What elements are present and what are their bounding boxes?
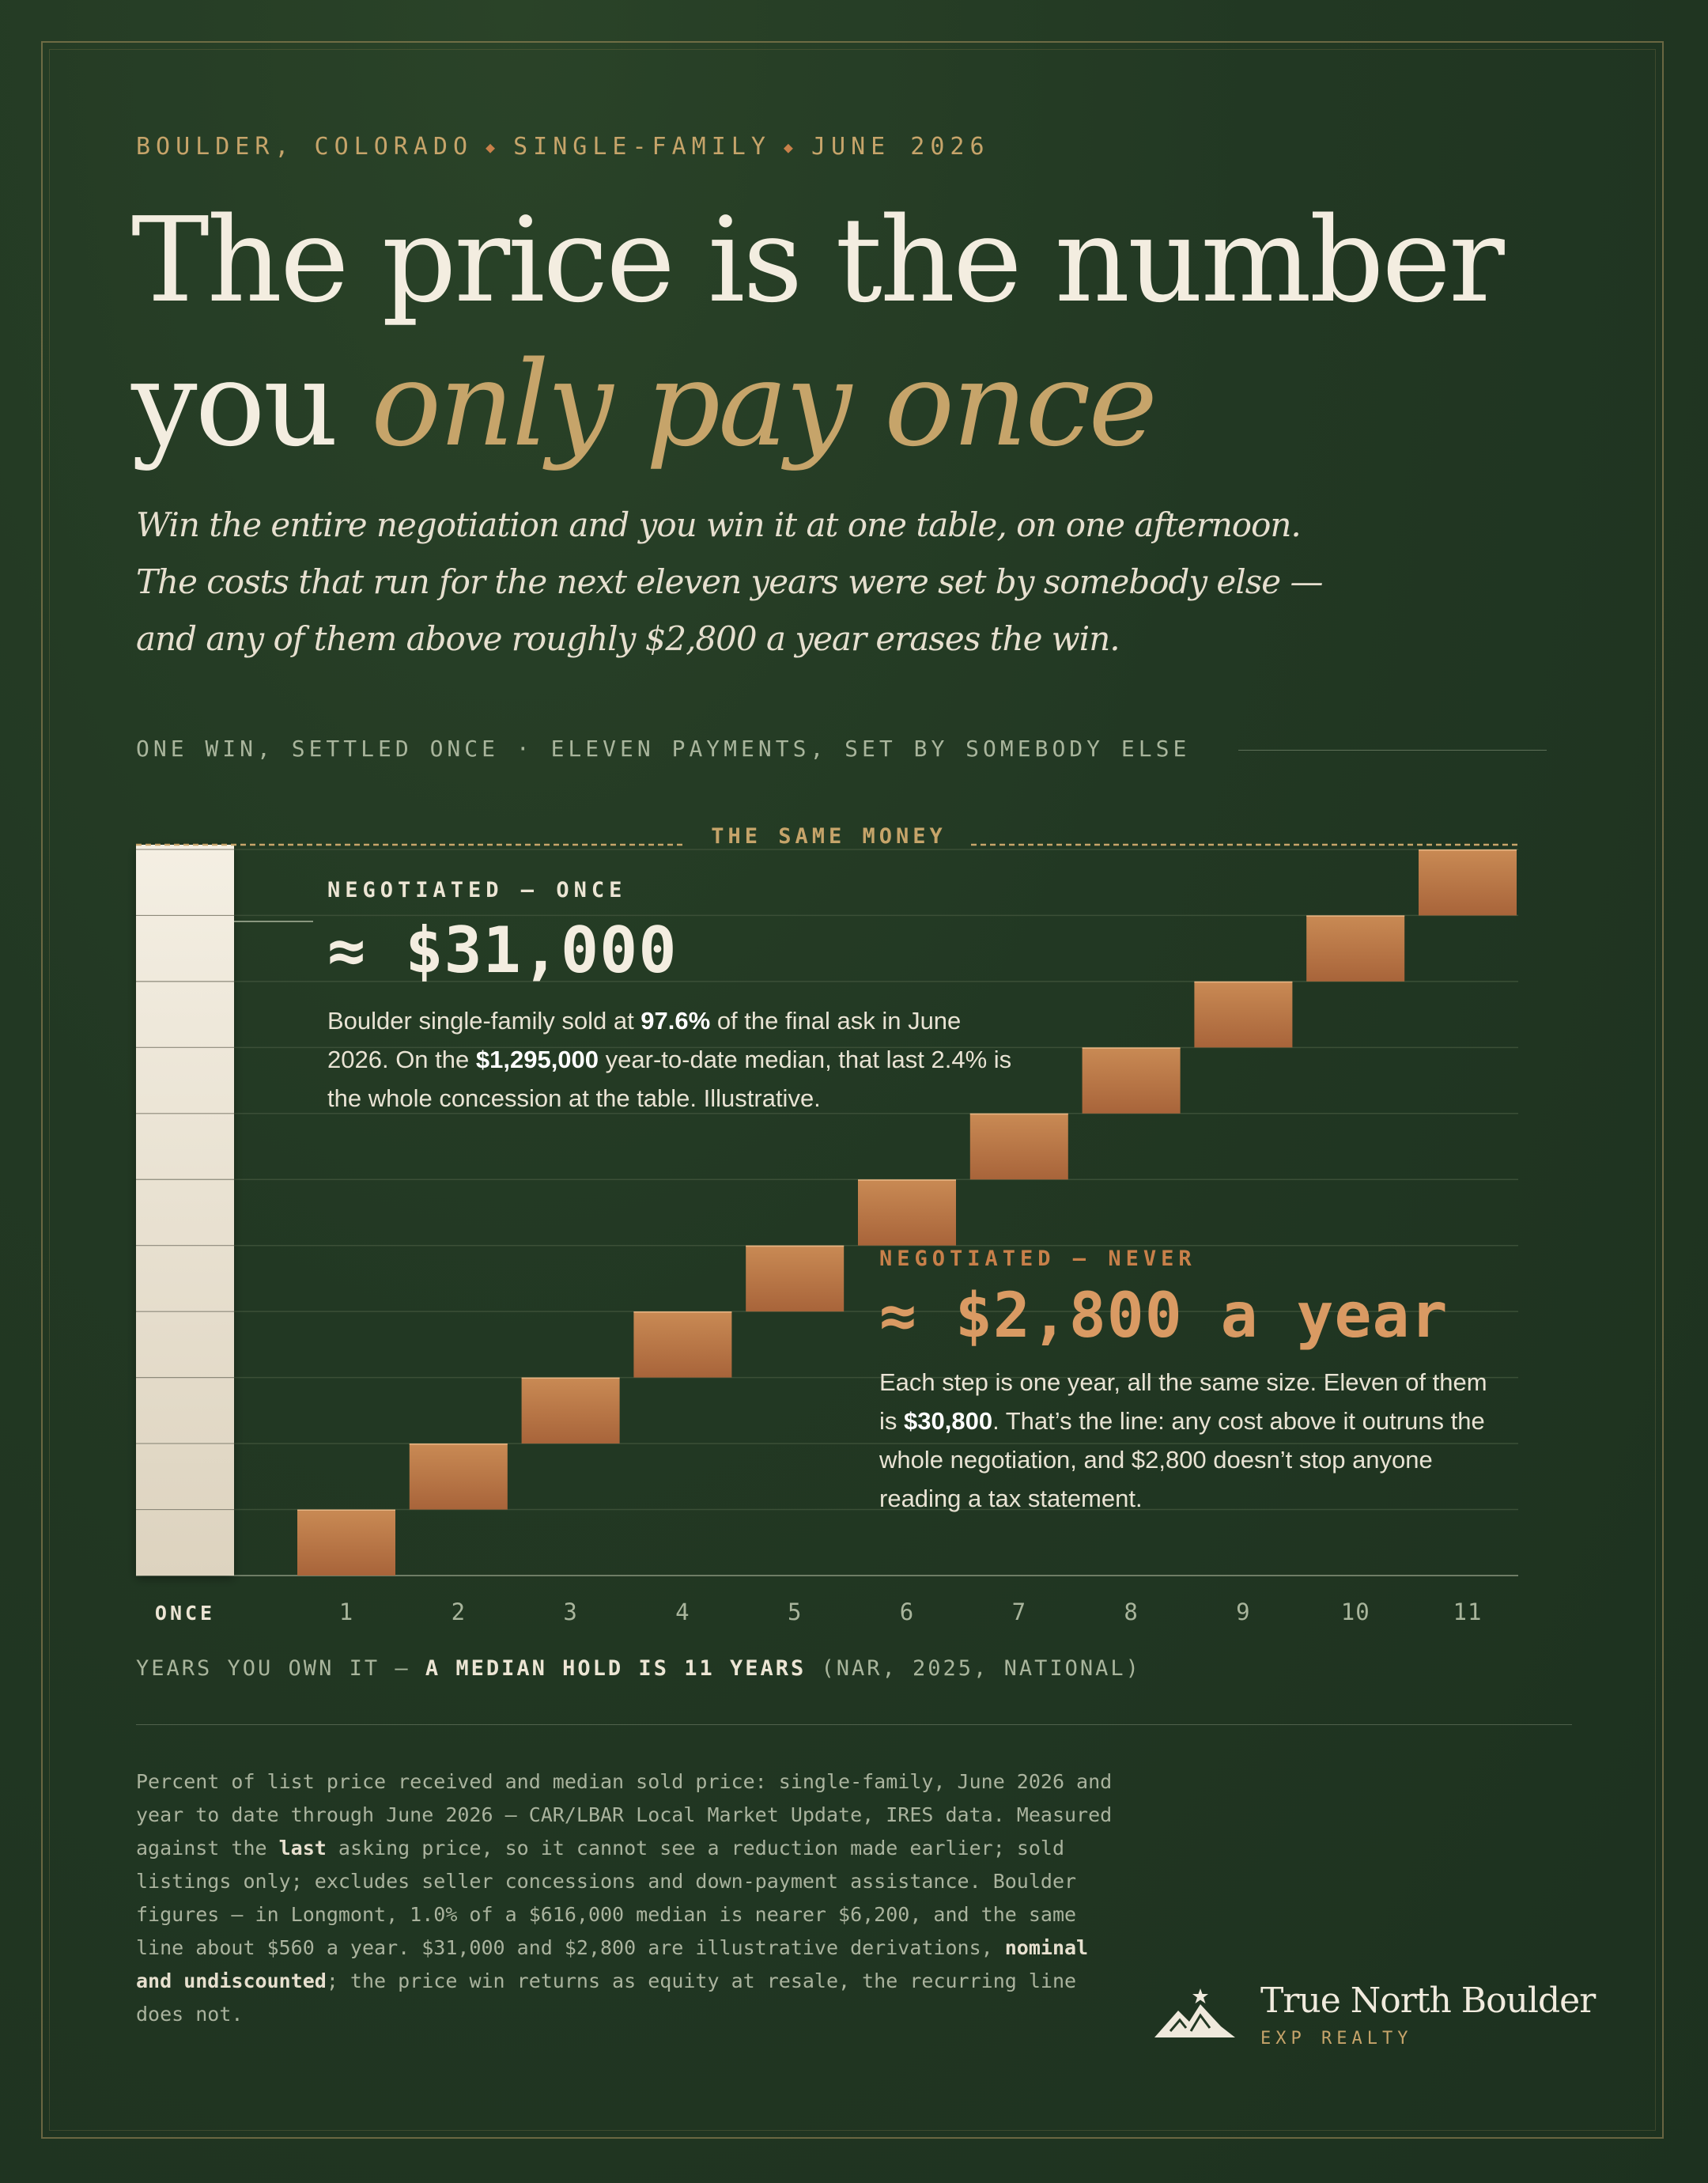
step-bar xyxy=(1306,915,1405,982)
annotation-once-label: NEGOTIATED — ONCE xyxy=(327,878,627,902)
inner-frame xyxy=(49,49,1656,2131)
annotation-never: NEGOTIATED — NEVER ≈ $2,800 a year Each … xyxy=(879,1247,1496,1518)
step-bar xyxy=(1082,1047,1181,1114)
brand-name: True North Boulder xyxy=(1260,1981,1596,2021)
annotation-once-text: Boulder single-family sold at xyxy=(327,1007,641,1035)
footnote: Percent of list price received and media… xyxy=(136,1765,1117,2031)
x-tick-label: ONCE xyxy=(155,1602,215,1625)
diamond-icon: ◆ xyxy=(486,137,501,157)
subtitle: Win the entire negotiation and you win i… xyxy=(136,497,1480,668)
x-tick-label: 3 xyxy=(563,1598,577,1625)
headline-line-1: The price is the number xyxy=(131,192,1505,328)
footnote-strong: last xyxy=(278,1837,327,1860)
footnote-text: Percent of list price received and media… xyxy=(136,1770,1113,1860)
brand-lockup: True North Boulder EXP REALTY xyxy=(1151,1981,1596,2049)
x-tick-label: 9 xyxy=(1236,1598,1250,1625)
annotation-once-body: Boulder single-family sold at 97.6% of t… xyxy=(327,1001,1023,1118)
page-title: The price is the number you only pay onc… xyxy=(131,188,1505,476)
x-tick-label: 11 xyxy=(1453,1598,1483,1625)
annotation-once-text: of the final ask in June 2026. On the xyxy=(327,1007,962,1073)
x-tick-label: 7 xyxy=(1012,1598,1026,1625)
reference-line-group: THE SAME MONEY xyxy=(136,824,1518,849)
step-bar xyxy=(746,1245,845,1312)
step-bar xyxy=(1194,981,1293,1048)
annotation-never-strong: $30,800 xyxy=(904,1407,993,1435)
annotation-once-value: ≈ $31,000 xyxy=(327,914,678,987)
reference-line-label: THE SAME MONEY xyxy=(711,824,947,849)
annotation-once-strong: $1,295,000 xyxy=(475,1046,599,1073)
footnote-text: asking price, so it cannot see a reducti… xyxy=(136,1837,1077,1959)
step-bar xyxy=(297,1509,395,1576)
section-label: ONE WIN, SETTLED ONCE · ELEVEN PAYMENTS,… xyxy=(136,736,1191,762)
step-bars-group xyxy=(297,849,1517,1576)
outer-frame xyxy=(41,41,1664,2139)
x-tick-label: 5 xyxy=(788,1598,802,1625)
waterfall-chart: THE SAME MONEY ONCE 1 2 3 4 5 6 7 8 9 10 11 YEARS Y… xyxy=(136,824,1518,1681)
eyebrow-segment: SINGLE-FAMILY xyxy=(513,133,771,161)
step-bar xyxy=(1419,849,1517,916)
subtitle-line: Win the entire negotiation and you win i… xyxy=(136,505,1302,544)
x-tick-label: 6 xyxy=(900,1598,914,1625)
step-bar xyxy=(858,1179,956,1246)
subtitle-line: and any of them above roughly $2,800 a y… xyxy=(136,619,1120,658)
once-bar-group xyxy=(136,845,313,1576)
annotation-once-text: year-to-date median, that last 2.4% is t… xyxy=(327,1046,1012,1112)
annotation-never-text: . That’s the line: any cost above it out… xyxy=(879,1407,1485,1512)
footnote-strong: nominal and undiscounted xyxy=(136,1936,1089,1992)
mountain-star-icon xyxy=(1154,1988,1235,2037)
annotation-never-text: Each step is one year, all the same size… xyxy=(879,1368,1487,1435)
subtitle-line: The costs that run for the next eleven y… xyxy=(136,562,1323,601)
x-tick-label: 10 xyxy=(1341,1598,1370,1625)
annotation-never-body: Each step is one year, all the same size… xyxy=(879,1363,1488,1518)
footnote-divider xyxy=(136,1724,1572,1725)
x-axis-label-source: (NAR, 2025, NATIONAL) xyxy=(806,1656,1141,1681)
annotation-never-value: ≈ $2,800 a year xyxy=(879,1281,1449,1352)
brand-text: True North Boulder EXP REALTY xyxy=(1260,1981,1596,2049)
headline-line-2-plain: you xyxy=(131,336,372,472)
step-bar xyxy=(969,1113,1068,1180)
eyebrow-date: JUNE 2026 xyxy=(811,133,990,161)
eyebrow: BOULDER, COLORADO ◆ SINGLE-FAMILY ◆ JUNE… xyxy=(136,133,990,161)
headline-accent: only pay once xyxy=(371,336,1158,472)
annotation-once-strong: 97.6% xyxy=(640,1007,711,1035)
x-tick-label: 8 xyxy=(1124,1598,1138,1625)
x-tick-label: 2 xyxy=(452,1598,466,1625)
brand-sub: EXP REALTY xyxy=(1260,2029,1413,2049)
x-tick-labels: ONCE 1 2 3 4 5 6 7 8 9 10 11 xyxy=(155,1598,1483,1625)
eyebrow-location: BOULDER, COLORADO xyxy=(136,133,474,161)
x-axis-label: YEARS YOU OWN IT — A MEDIAN HOLD IS 11 Y… xyxy=(136,1656,1141,1681)
footnote-text: ; the price win returns as equity at res… xyxy=(136,1969,1077,2026)
x-tick-label: 1 xyxy=(339,1598,353,1625)
section-rule xyxy=(1238,750,1547,751)
once-bar xyxy=(136,845,234,1576)
step-bar xyxy=(521,1377,620,1444)
step-bar xyxy=(409,1443,508,1510)
x-tick-label: 4 xyxy=(675,1598,690,1625)
x-axis-label-bold: A MEDIAN HOLD IS 11 YEARS xyxy=(425,1656,806,1681)
diamond-icon: ◆ xyxy=(783,137,799,157)
x-axis-label-plain: YEARS YOU OWN IT — xyxy=(136,1656,425,1681)
step-bar xyxy=(633,1311,732,1378)
annotation-never-label: NEGOTIATED — NEVER xyxy=(879,1247,1196,1271)
annotation-once: NEGOTIATED — ONCE ≈ $31,000 Boulder sing… xyxy=(327,878,1039,1118)
